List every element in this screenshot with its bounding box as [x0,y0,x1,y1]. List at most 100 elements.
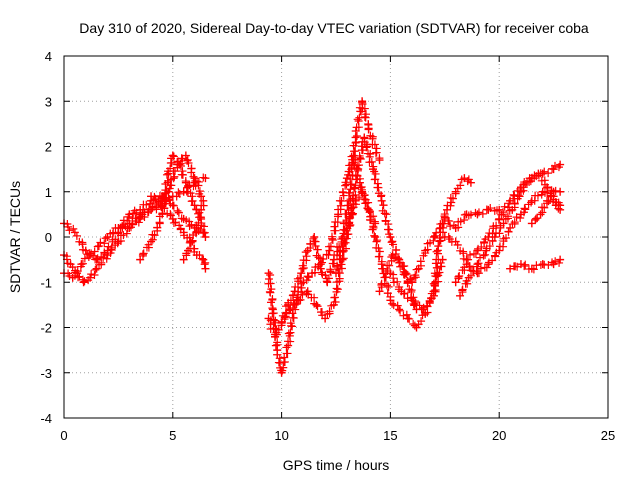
data-trace [106,239,122,257]
data-trace [138,205,154,219]
data-point [490,233,499,241]
chart-title: Day 310 of 2020, Sidereal Day-to-day VTE… [79,20,589,36]
data-trace [544,192,555,206]
data-trace [62,252,72,268]
data-trace [405,314,419,330]
data-trace [118,220,130,231]
data-trace [163,154,176,176]
data-trace [531,214,542,224]
data-point [386,296,395,305]
x-tick-label: 15 [383,428,397,443]
x-axis-label: GPS time / hours [283,457,390,473]
series-pass-12 [386,204,504,314]
data-trace [388,299,402,310]
data-point [536,210,545,219]
data-point [175,160,184,169]
data-trace [322,259,338,283]
axes: 0 5 10 15 20 25 -4 -3 -2 -1 0 1 2 3 4 [40,49,615,443]
data-point [495,214,504,223]
data-point [527,219,536,228]
x-tick-label: 25 [601,428,615,443]
data-trace [551,186,560,195]
data-point [556,255,565,264]
data-point [199,196,208,205]
data-trace [435,219,448,246]
series-pass-7 [264,151,380,377]
data-point [556,205,565,214]
data-trace [191,176,204,198]
data-trace [68,262,80,277]
data-trace [530,190,546,205]
data-point [429,233,438,241]
data-point [147,192,156,201]
data-trace [464,249,480,264]
data-point [419,305,428,314]
data-point [114,223,123,232]
y-tick-label: 4 [45,49,52,64]
y-tick-label: -4 [40,411,52,426]
data-point [375,156,384,165]
data-trace [509,184,525,203]
data-trace [474,263,491,278]
series-pass-16 [506,255,565,274]
data-trace [310,237,325,269]
data-trace [419,293,436,312]
data-trace [383,252,396,275]
data-trace [182,249,191,260]
data-trace [280,306,294,324]
data-trace [429,246,443,296]
data-point [86,251,95,260]
data-trace [194,225,205,235]
data-trace [169,152,183,166]
data-trace [288,299,301,312]
data-trace [172,188,184,201]
data-trace [396,306,411,320]
data-trace [497,199,514,219]
data-trace [454,263,469,283]
data-trace [323,301,336,319]
y-tick-label: 3 [45,94,52,109]
data-trace [128,213,144,228]
data-point [92,255,101,264]
data-point [386,233,395,241]
data-point [440,214,449,223]
data-point [201,233,210,241]
y-tick-label: -1 [40,275,52,290]
data-trace [364,125,384,163]
data-point [434,242,443,251]
data-trace [508,213,525,229]
data-trace [78,253,93,268]
data-trace [520,260,533,274]
data-trace [453,175,466,193]
data-trace [96,234,110,248]
data-trace [395,258,409,276]
data-trace [551,257,564,267]
data-trace [183,181,197,206]
data-trace [410,265,421,282]
data-trace [486,204,501,215]
data-point [125,210,134,219]
data-point [312,300,321,309]
data-trace [302,272,313,285]
data-trace [474,235,490,253]
data-trace [310,262,323,277]
data-points [60,97,565,377]
data-point [401,269,410,278]
data-trace [351,98,367,140]
data-trace [129,206,141,218]
series-pass-5 [147,192,210,273]
data-trace [169,218,185,234]
data-point [338,242,347,251]
data-point [201,264,210,273]
data-trace [93,248,109,263]
data-trace [402,270,415,284]
data-trace [188,228,201,245]
data-trace [528,171,539,182]
data-trace [495,227,513,251]
data-trace [195,251,207,263]
series-pass-15 [456,169,565,300]
series-pass-3 [60,151,206,282]
data-trace [64,269,74,281]
data-trace [464,208,480,220]
data-point [466,178,475,187]
